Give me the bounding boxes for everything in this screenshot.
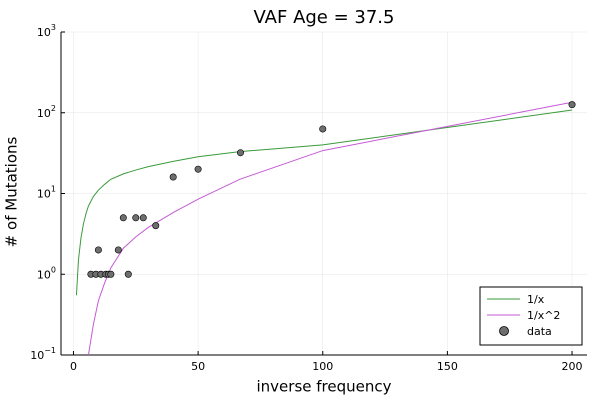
data-point: [94, 246, 102, 254]
legend-label: 1/x^2: [527, 309, 560, 322]
series-layer: [75, 101, 576, 356]
legend-label: 1/x: [527, 293, 545, 306]
legend-swatch: [499, 326, 509, 336]
data-point: [132, 214, 140, 222]
legend-label: data: [527, 325, 552, 338]
data-point: [139, 214, 147, 222]
series-line-1-x: [75, 109, 573, 296]
data-point: [194, 165, 202, 173]
data-point: [169, 173, 177, 181]
data-point: [124, 270, 132, 278]
x-axis-label: inverse frequency: [257, 378, 392, 396]
y-tick-label: 103: [37, 23, 56, 39]
data-point: [107, 270, 115, 278]
y-tick-label: 10−1: [30, 346, 56, 362]
x-tick-label: 200: [562, 360, 583, 373]
legend: 1/x 1/x^2 data: [479, 286, 583, 346]
data-point: [236, 149, 244, 157]
data-point: [119, 214, 127, 222]
x-tick-label: 50: [191, 360, 205, 373]
x-tick-label: 150: [437, 360, 458, 373]
y-tick-label: 100: [37, 265, 56, 281]
tick-labels: 0 50 100 150 200 10−1 100 101 102 103: [30, 23, 582, 373]
y-tick-label: 102: [37, 104, 56, 120]
data-point: [319, 125, 327, 133]
data-point: [152, 222, 160, 230]
chart-title: VAF Age = 37.5: [254, 7, 395, 28]
x-tick-label: 100: [312, 360, 333, 373]
series-line-1-x-2: [87, 101, 573, 356]
data-point: [568, 101, 576, 109]
legend-box: [479, 286, 583, 346]
data-point: [114, 246, 122, 254]
y-tick-label: 101: [37, 185, 56, 201]
x-tick-label: 0: [70, 360, 77, 373]
y-axis-label: # of Mutations: [3, 137, 21, 248]
